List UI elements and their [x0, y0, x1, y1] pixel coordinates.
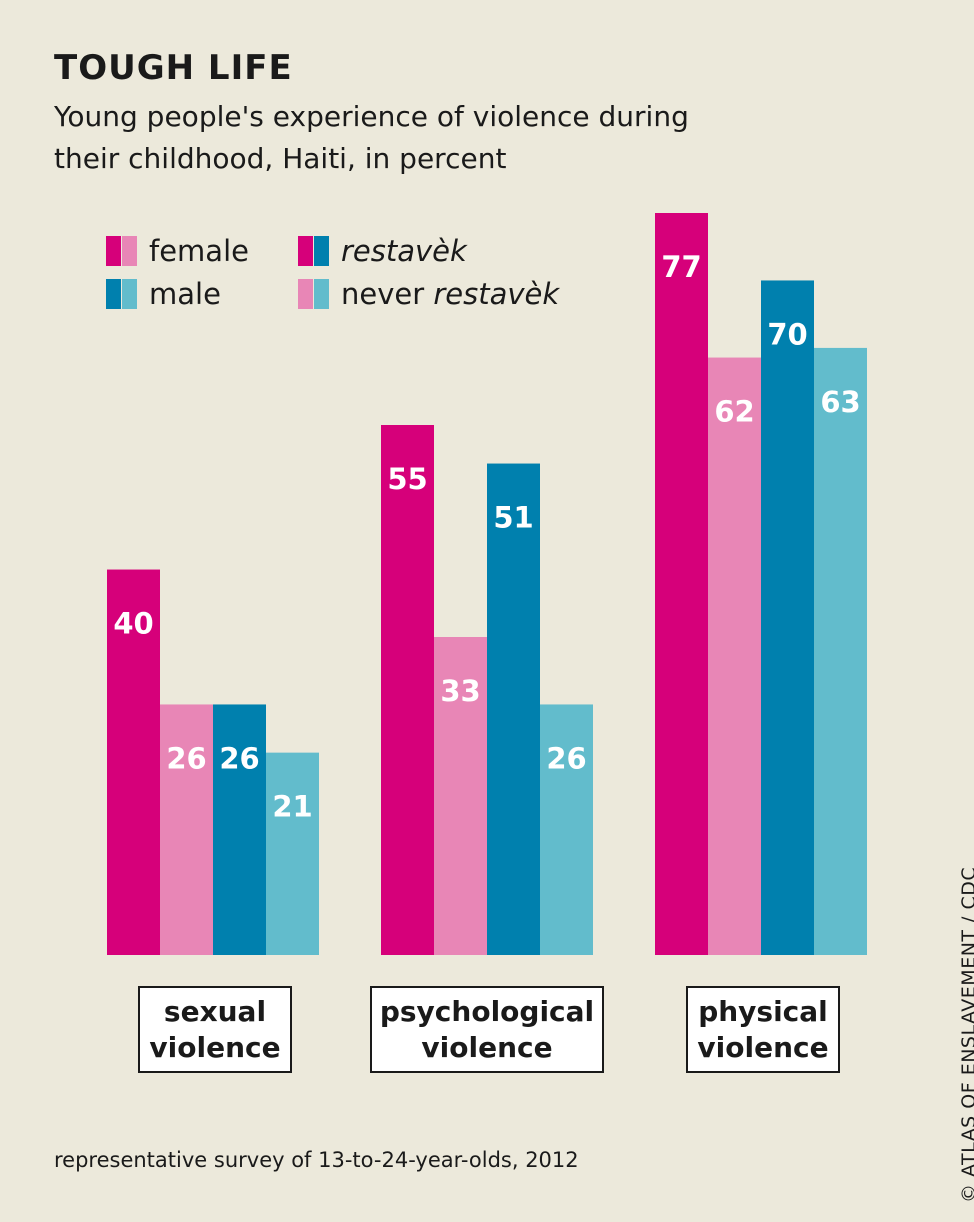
category-box-psychological: psychological violence: [370, 986, 604, 1073]
bar-physical-female-restavek: [655, 213, 708, 955]
bar-value-label: 77: [661, 250, 701, 284]
bar-value-label: 70: [767, 317, 807, 351]
category-box-sexual: sexual violence: [138, 986, 292, 1073]
category-box-physical: physical violence: [686, 986, 840, 1073]
bar-value-label: 55: [387, 462, 427, 496]
swatch-restavek-female: [298, 236, 313, 266]
category-label-line: violence: [149, 1030, 281, 1064]
legend-swatch-female: [106, 236, 137, 266]
legend-label-never-restavek: never restavèk: [341, 277, 559, 311]
bar-value-label: 21: [272, 790, 312, 824]
bar-value-label: 26: [166, 741, 206, 775]
swatch-never-restavek-female: [298, 279, 313, 309]
bar-sexual-female-restavek: [107, 569, 160, 955]
legend-swatch-never-restavek: [298, 279, 329, 309]
swatch-restavek-male: [314, 236, 329, 266]
legend-item-never-restavek: never restavèk: [298, 277, 559, 311]
bar-value-label: 26: [219, 741, 259, 775]
legend-item-female: female: [106, 234, 249, 268]
bar-psychological-female-never-restavek: [434, 637, 487, 955]
legend-label-restavek: restavèk: [341, 234, 467, 268]
legend-item-male: male: [106, 277, 221, 311]
bar-value-label: 63: [820, 385, 860, 419]
swatch-male-never-restavek: [122, 279, 137, 309]
bar-physical-female-never-restavek: [708, 357, 761, 956]
bar-value-label: 26: [546, 741, 586, 775]
legend-label-male: male: [149, 277, 221, 311]
bar-value-label: 51: [493, 501, 533, 535]
legend-swatch-male: [106, 279, 137, 309]
bar-sexual-male-never-restavek: [266, 752, 319, 955]
chart-title: TOUGH LIFE: [54, 48, 293, 88]
legend-item-restavek: restavèk: [298, 234, 467, 268]
bar-sexual-male-restavek: [213, 704, 266, 955]
bar-value-label: 62: [714, 395, 754, 429]
bar-psychological-female-restavek: [381, 425, 434, 955]
bar-psychological-male-never-restavek: [540, 704, 593, 955]
swatch-male-restavek: [106, 279, 121, 309]
footnote: representative survey of 13-to-24-year-o…: [54, 1148, 579, 1172]
bar-value-label: 40: [113, 607, 153, 641]
bar-physical-male-never-restavek: [814, 347, 867, 956]
bar-sexual-female-never-restavek: [160, 704, 213, 955]
bar-value-label: 33: [440, 674, 480, 708]
legend-swatch-restavek: [298, 236, 329, 266]
category-label-line: psychological: [379, 994, 595, 1028]
swatch-never-restavek-male: [314, 279, 329, 309]
legend-label-female: female: [149, 234, 249, 268]
legend-label-restavek-italic: restavèk: [341, 234, 467, 268]
bar-physical-male-restavek: [761, 280, 814, 955]
swatch-female-never-restavek: [122, 236, 137, 266]
bar-psychological-male-restavek: [487, 463, 540, 955]
chart-subtitle: Young people's experience of violence du…: [54, 100, 689, 175]
swatch-female-restavek: [106, 236, 121, 266]
category-label-line: sexual: [163, 994, 267, 1028]
category-label-line: physical: [698, 994, 828, 1028]
legend-label-never-prefix: never: [341, 277, 434, 311]
credit-text: © ATLAS OF ENSLAVEMENT / CDC: [958, 866, 974, 1203]
category-label-line: violence: [697, 1030, 829, 1064]
legend-label-never-italic: restavèk: [433, 277, 560, 311]
category-label-line: violence: [421, 1030, 553, 1064]
